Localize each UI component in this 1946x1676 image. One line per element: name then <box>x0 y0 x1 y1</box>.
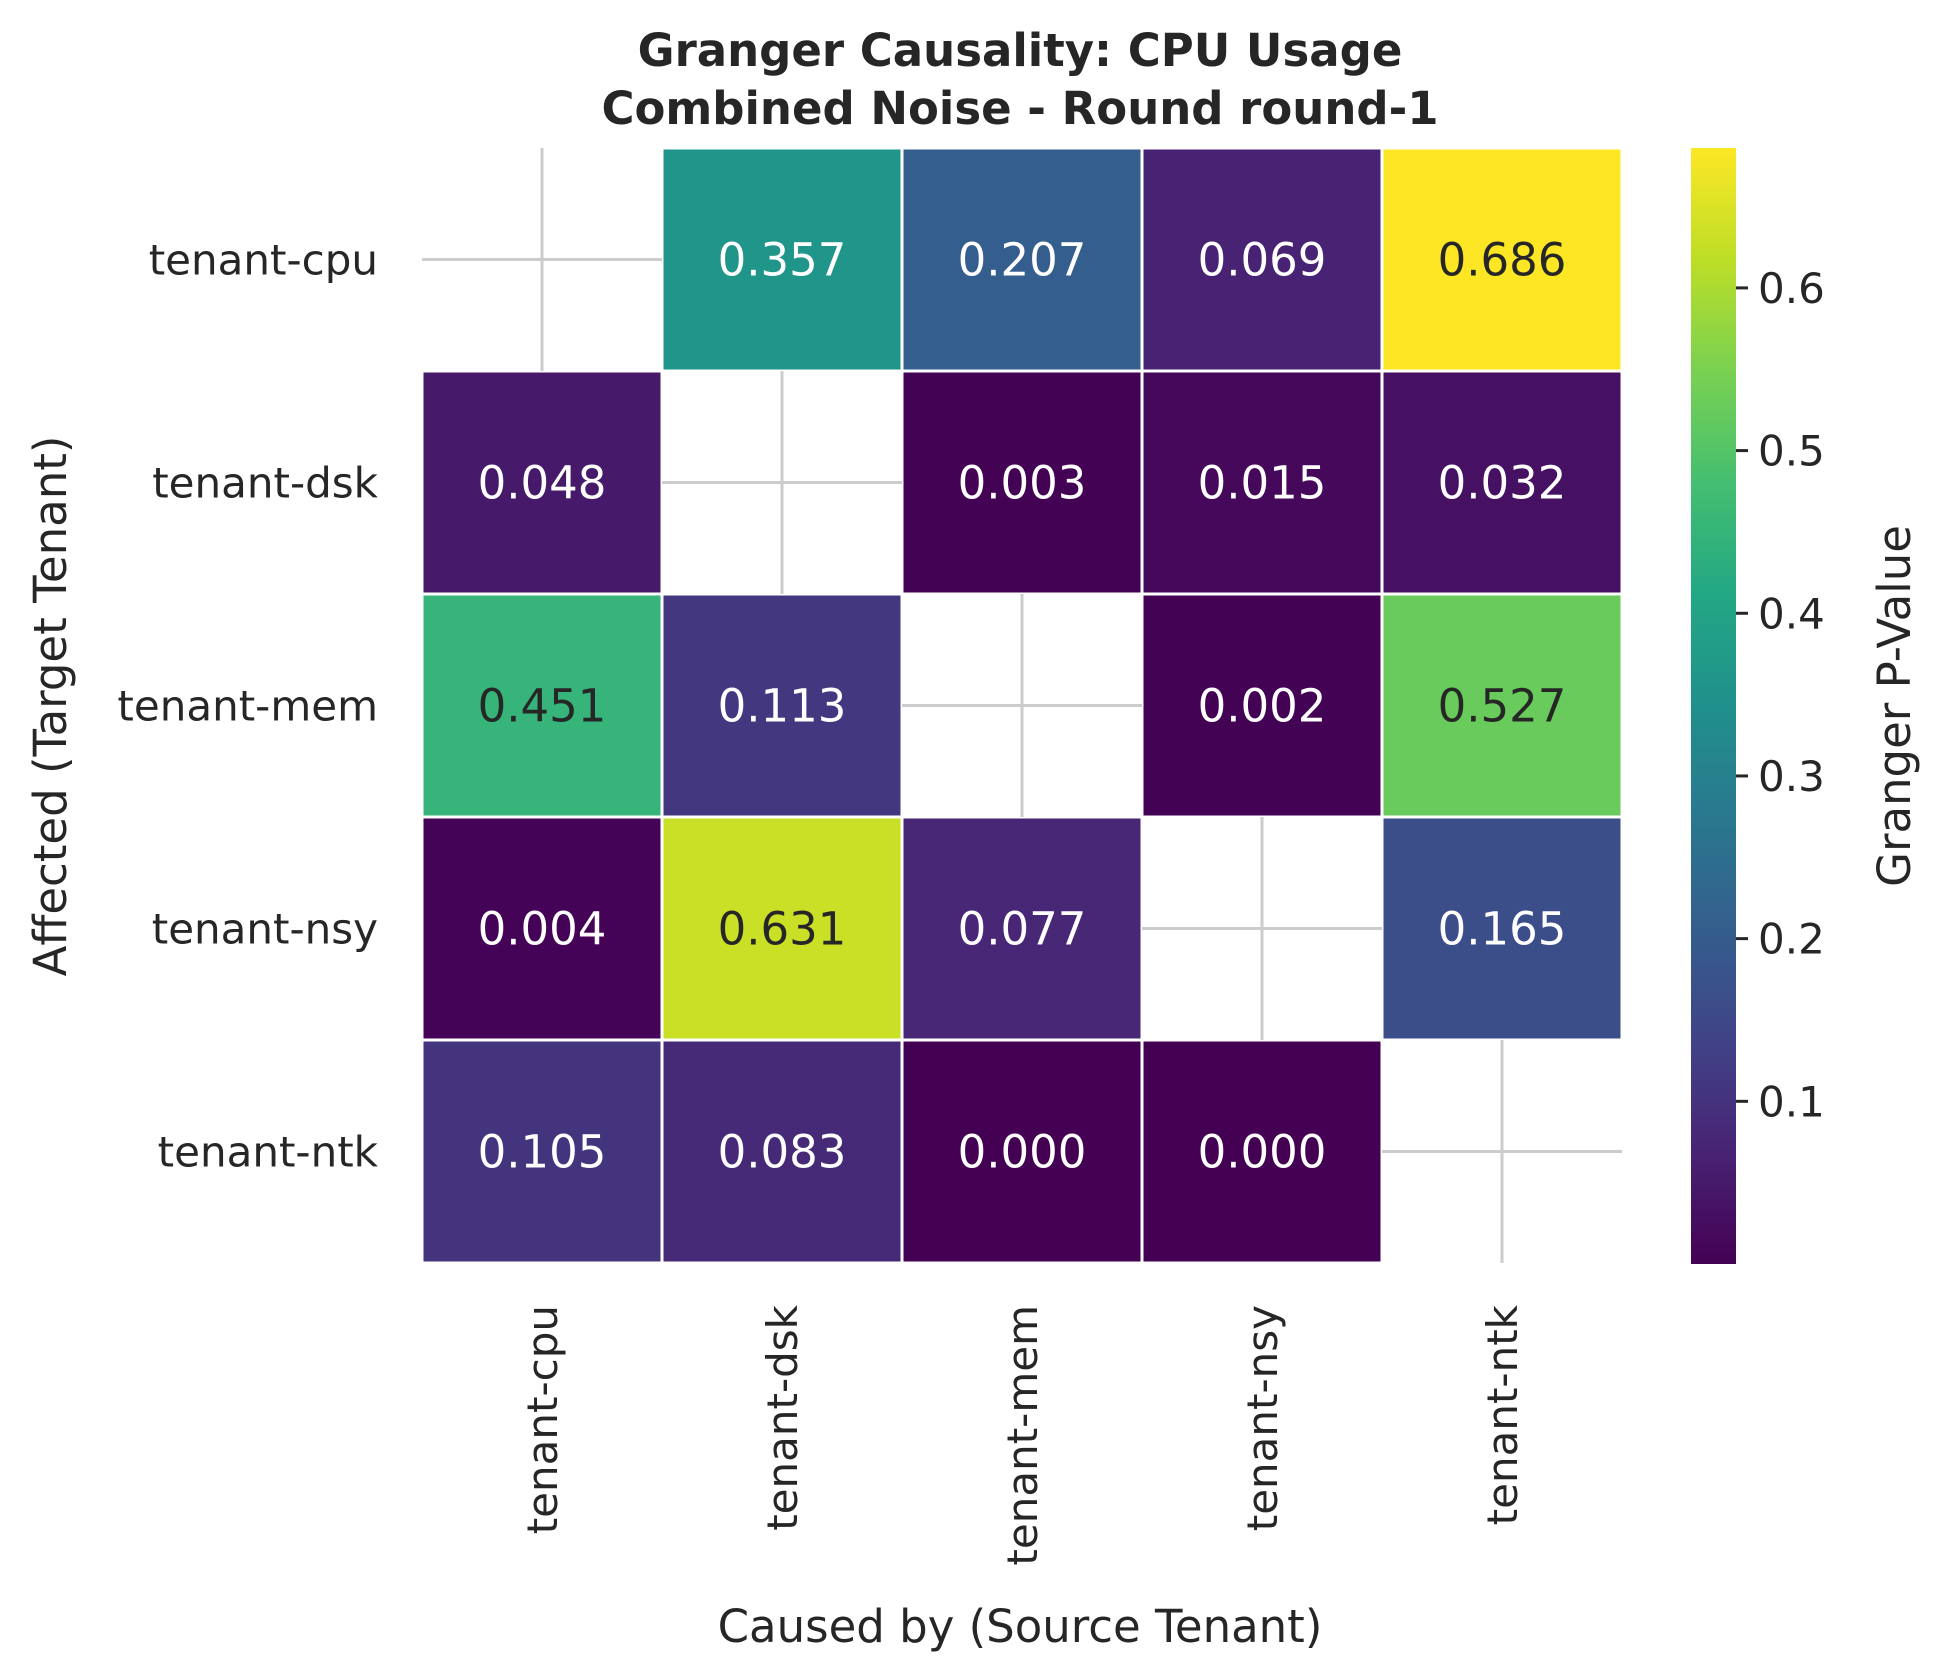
heatmap-cell <box>420 1038 664 1265</box>
cell-value-label: 0.032 <box>1438 457 1567 510</box>
cell-value-label: 0.015 <box>1198 457 1327 510</box>
x-tick-label: tenant-nsy <box>1238 1305 1287 1531</box>
heatmap-cell <box>900 369 1144 596</box>
heatmap-cells <box>420 146 1624 1265</box>
x-tick-labels: tenant-cpu tenant-dsk tenant-mem tenant-nsy… <box>518 1304 1527 1565</box>
heatmap-cell <box>660 815 904 1042</box>
heatmap-cell <box>660 146 904 373</box>
cell-value-label: 0.207 <box>958 234 1087 287</box>
heatmap-cell <box>420 815 664 1042</box>
heatmap-cell <box>1140 146 1384 373</box>
cell-value-label: 0.686 <box>1438 234 1567 287</box>
heatmap-cell <box>1380 592 1624 819</box>
y-tick-labels: tenant-cpu tenant-dsk tenant-mem tenant-nsy… <box>117 236 378 1177</box>
cell-value-label: 0.003 <box>958 457 1087 510</box>
cell-value-label: 0.069 <box>1198 234 1327 287</box>
colorbar-tick-label: 0.6 <box>1758 264 1825 313</box>
y-tick-label: tenant-nsy <box>152 905 378 954</box>
heatmap-cell <box>1140 1038 1384 1265</box>
y-tick-label: tenant-mem <box>117 682 378 731</box>
cell-value-label: 0.527 <box>1438 680 1567 733</box>
colorbar-tick-label: 0.3 <box>1758 752 1825 801</box>
chart-subtitle: Combined Noise - Round round-1 <box>601 82 1438 135</box>
colorbar-tick-label: 0.2 <box>1758 915 1825 964</box>
cell-value-label: 0.004 <box>478 903 607 956</box>
colorbar-label: Granger P-Value <box>1868 525 1921 887</box>
colorbar-tick-label: 0.5 <box>1758 427 1825 476</box>
x-tick-label: tenant-dsk <box>758 1304 807 1530</box>
y-tick-label: tenant-ntk <box>158 1128 379 1177</box>
cell-value-labels: 0.357 0.207 0.069 0.686 0.048 0.003 0.015 0.032… <box>478 234 1567 1179</box>
cell-value-label: 0.002 <box>1198 680 1327 733</box>
x-tick-label: tenant-cpu <box>518 1305 567 1534</box>
y-tick-label: tenant-cpu <box>149 236 378 285</box>
y-tick-label: tenant-dsk <box>152 459 378 508</box>
x-tick-label: tenant-ntk <box>1478 1304 1527 1525</box>
cell-value-label: 0.113 <box>718 680 847 733</box>
cell-value-label: 0.105 <box>478 1126 607 1179</box>
colorbar <box>1691 148 1736 1264</box>
cell-value-label: 0.077 <box>958 903 1087 956</box>
cell-value-label: 0.000 <box>1198 1126 1327 1179</box>
heatmap-cell <box>900 1038 1144 1265</box>
heatmap-cell <box>420 369 664 596</box>
cell-value-label: 0.048 <box>478 457 607 510</box>
heatmap-cell <box>1380 146 1624 373</box>
cell-value-label: 0.165 <box>1438 903 1567 956</box>
heatmap-cell <box>900 146 1144 373</box>
colorbar-ticks: 0.1 0.2 0.3 0.4 0.5 0.6 <box>1736 264 1825 1126</box>
cell-value-label: 0.083 <box>718 1126 847 1179</box>
x-axis-label: Caused by (Source Tenant) <box>718 1600 1323 1653</box>
heatmap-cell <box>660 592 904 819</box>
heatmap-cell <box>660 1038 904 1265</box>
cell-value-label: 0.451 <box>478 680 607 733</box>
diagonal-markers <box>422 148 1622 1263</box>
colorbar-tick-label: 0.1 <box>1758 1077 1825 1126</box>
cell-value-label: 0.357 <box>718 234 847 287</box>
cell-value-label: 0.631 <box>718 903 847 956</box>
cell-value-label: 0.000 <box>958 1126 1087 1179</box>
colorbar-tick-label: 0.4 <box>1758 589 1825 638</box>
y-axis-label: Affected (Target Tenant) <box>24 436 77 977</box>
x-tick-label: tenant-mem <box>998 1305 1047 1566</box>
chart-title: Granger Causality: CPU Usage <box>638 24 1403 77</box>
heatmap-cell <box>1380 369 1624 596</box>
